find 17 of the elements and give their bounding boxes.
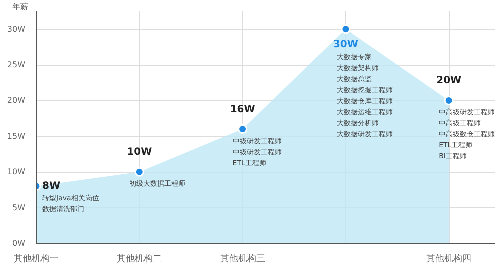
data-label: 20W (436, 76, 462, 87)
y-tick-label: 10W (7, 168, 26, 177)
y-tick-label: 20W (7, 96, 26, 106)
y-axis-title: 年薪 (12, 2, 28, 12)
x-tick-label: 其他机构一 (14, 254, 59, 264)
y-tick-label: 25W (7, 60, 26, 70)
x-tick-label: 其他机构二 (117, 254, 162, 264)
data-label: 10W (127, 147, 152, 158)
y-tick-label: 15W (7, 132, 26, 141)
data-label: 16W (230, 104, 256, 116)
y-tick-label: 5W (12, 203, 26, 212)
data-label: 8W (42, 180, 60, 192)
x-tick-label: 其他机构四 (426, 254, 472, 264)
data-label: 30W (333, 39, 358, 50)
x-tick-label: 其他机构三 (220, 254, 266, 264)
y-tick-label: 30W (7, 24, 26, 34)
y-tick-label: 0W (12, 239, 26, 248)
